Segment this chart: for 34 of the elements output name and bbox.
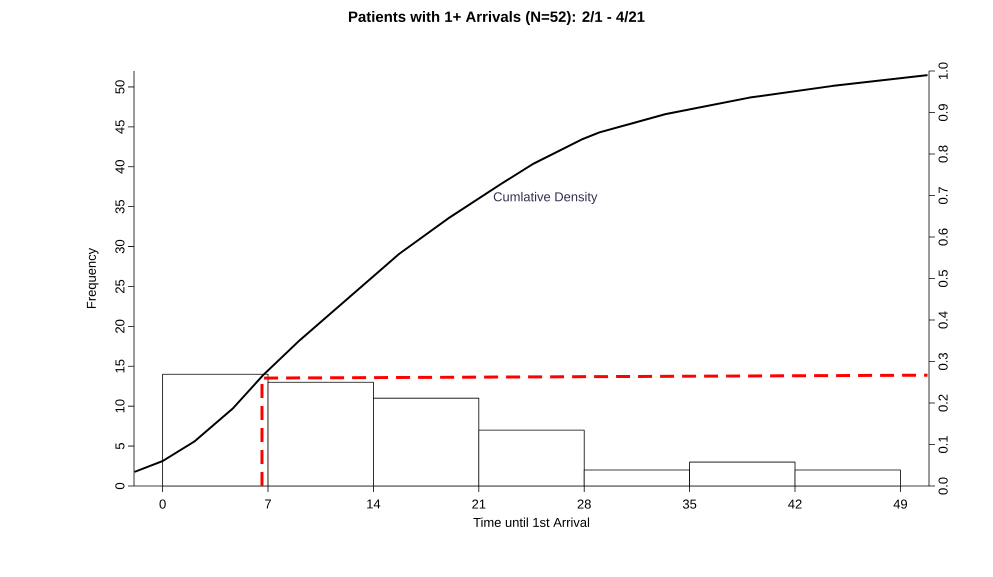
y-tick-label: 45 (115, 120, 124, 134)
y2-tick-label: 0.2 (938, 394, 948, 412)
x-axis-title: Time until 1st Arrival (473, 518, 590, 528)
y-tick-label: 15 (115, 360, 124, 372)
x-tick-label: 0 (160, 500, 166, 509)
y-tick-label: 5 (115, 443, 124, 450)
x-tick-label: 21 (472, 500, 486, 509)
y-axis-title: Frequency (86, 248, 98, 308)
y2-tick-label: 0.0 (938, 477, 948, 494)
x-tick-label: 7 (265, 500, 271, 508)
x-tick-label: 42 (788, 500, 802, 509)
y2-tick-label: 0.9 (938, 104, 948, 121)
chart-title: Patients with 1+ Arrivals (N=52): 2/1 - 4/21 (348, 11, 645, 25)
y-tick-label: 50 (115, 80, 124, 94)
x-tick-label: 35 (682, 500, 696, 509)
y2-tick-label: 0.1 (938, 436, 948, 453)
y-tick-label: 0 (115, 482, 124, 490)
y-tick-label: 20 (115, 320, 124, 333)
y-tick-label: 25 (115, 280, 124, 294)
y2-tick-label: 0.6 (938, 228, 948, 246)
series-label: Cumlative Density (494, 192, 598, 204)
y-tick-label: 40 (115, 160, 124, 174)
x-tick-label: 28 (578, 500, 591, 509)
x-tick-label: 49 (893, 500, 907, 509)
x-tick-label: 14 (367, 500, 380, 508)
y2-tick-label: 0.5 (938, 270, 948, 287)
y-tick-label: 35 (115, 200, 124, 214)
y2-tick-label: 0.4 (938, 311, 948, 328)
y2-tick-label: 0.3 (938, 353, 948, 370)
y-tick-label: 30 (115, 240, 124, 254)
y-tick-label: 10 (115, 399, 124, 412)
y2-tick-label: 1.0 (938, 62, 948, 79)
y2-tick-label: 0.7 (938, 187, 948, 204)
y2-tick-label: 0.8 (938, 146, 948, 162)
